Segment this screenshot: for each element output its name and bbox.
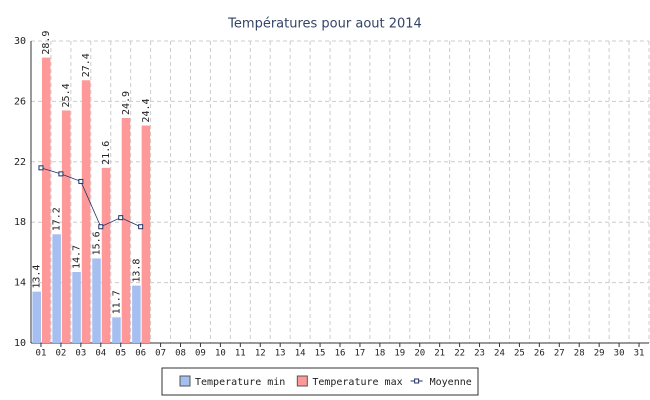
x-tick-label: 02 — [55, 349, 66, 359]
legend-label: Temperature max — [312, 377, 402, 388]
bar — [72, 272, 81, 343]
x-tick-label: 26 — [534, 349, 545, 359]
x-tick-label: 30 — [614, 349, 625, 359]
x-tick-label: 12 — [255, 349, 266, 359]
x-tick-label: 14 — [295, 349, 306, 359]
x-tick-label: 17 — [355, 349, 366, 359]
x-tick-label: 21 — [434, 349, 445, 359]
bar — [81, 80, 91, 343]
value-label: 24.4 — [141, 98, 152, 122]
x-tick-label: 28 — [574, 349, 585, 359]
line-marker — [98, 224, 104, 230]
x-tick-label: 04 — [95, 349, 106, 359]
bar — [32, 291, 41, 343]
line — [40, 167, 141, 228]
chart-title: Températures pour aout 2014 — [227, 17, 422, 32]
value-label: 28.9 — [41, 31, 52, 55]
line-marker — [38, 165, 44, 171]
x-tick-label: 25 — [514, 349, 525, 359]
legend-box — [161, 367, 479, 396]
value-label: 17.2 — [52, 207, 63, 231]
x-tick-label: 06 — [135, 349, 146, 359]
x-tick-label: 09 — [195, 349, 206, 359]
x-tick-label: 24 — [494, 349, 505, 359]
x-tick-label: 16 — [335, 349, 346, 359]
value-label: 25.4 — [61, 83, 72, 107]
value-label: 13.4 — [32, 265, 43, 289]
bar — [52, 234, 61, 343]
legend-marker — [414, 378, 420, 384]
value-label: 13.8 — [131, 259, 142, 283]
line-marker — [138, 224, 144, 230]
bar — [92, 258, 101, 343]
value-label: 11.7 — [111, 290, 122, 314]
x-tick-label: 05 — [115, 349, 126, 359]
x-tick-label: 07 — [155, 349, 166, 359]
x-tick-label: 18 — [374, 349, 385, 359]
y-tick-label: 30 — [14, 36, 26, 47]
x-tick-label: 10 — [215, 349, 226, 359]
x-tick-label: 01 — [36, 349, 47, 359]
value-label: 15.6 — [92, 231, 103, 255]
x-tick-label: 31 — [634, 349, 645, 359]
bar — [101, 167, 111, 343]
y-tick-label: 10 — [14, 338, 26, 349]
x-tick-label: 15 — [315, 349, 326, 359]
x-tick-label: 22 — [454, 349, 465, 359]
value-label: 14.7 — [72, 245, 83, 269]
x-tick-label: 27 — [554, 349, 565, 359]
y-tick-label: 26 — [14, 96, 26, 107]
value-label: 27.4 — [81, 53, 92, 77]
x-tick-label: 11 — [235, 349, 246, 359]
legend-label: Temperature min — [195, 377, 285, 388]
line-marker — [58, 171, 64, 177]
x-tick-label: 03 — [75, 349, 86, 359]
bar — [132, 285, 141, 343]
bar — [121, 118, 131, 343]
legend-swatch — [296, 375, 308, 387]
x-tick-label: 13 — [275, 349, 286, 359]
x-tick-label: 29 — [594, 349, 605, 359]
value-label: 21.6 — [101, 141, 112, 165]
y-tick-label: 18 — [14, 217, 26, 228]
line-marker — [78, 178, 84, 184]
x-tick-label: 23 — [474, 349, 485, 359]
bar — [141, 125, 151, 343]
x-tick-label: 08 — [175, 349, 186, 359]
legend: Temperature min Temperature max Moyenne — [161, 367, 479, 396]
x-tick-label: 20 — [414, 349, 425, 359]
legend-label: Moyenne — [430, 377, 472, 388]
value-label: 24.9 — [121, 91, 132, 115]
x-tick-label: 19 — [394, 349, 405, 359]
y-tick-label: 22 — [14, 157, 26, 168]
y-tick-label: 14 — [14, 278, 26, 289]
bar — [61, 110, 71, 344]
bar — [41, 57, 51, 344]
legend-swatch — [179, 375, 191, 387]
line-marker — [118, 215, 124, 221]
bar — [112, 317, 121, 343]
